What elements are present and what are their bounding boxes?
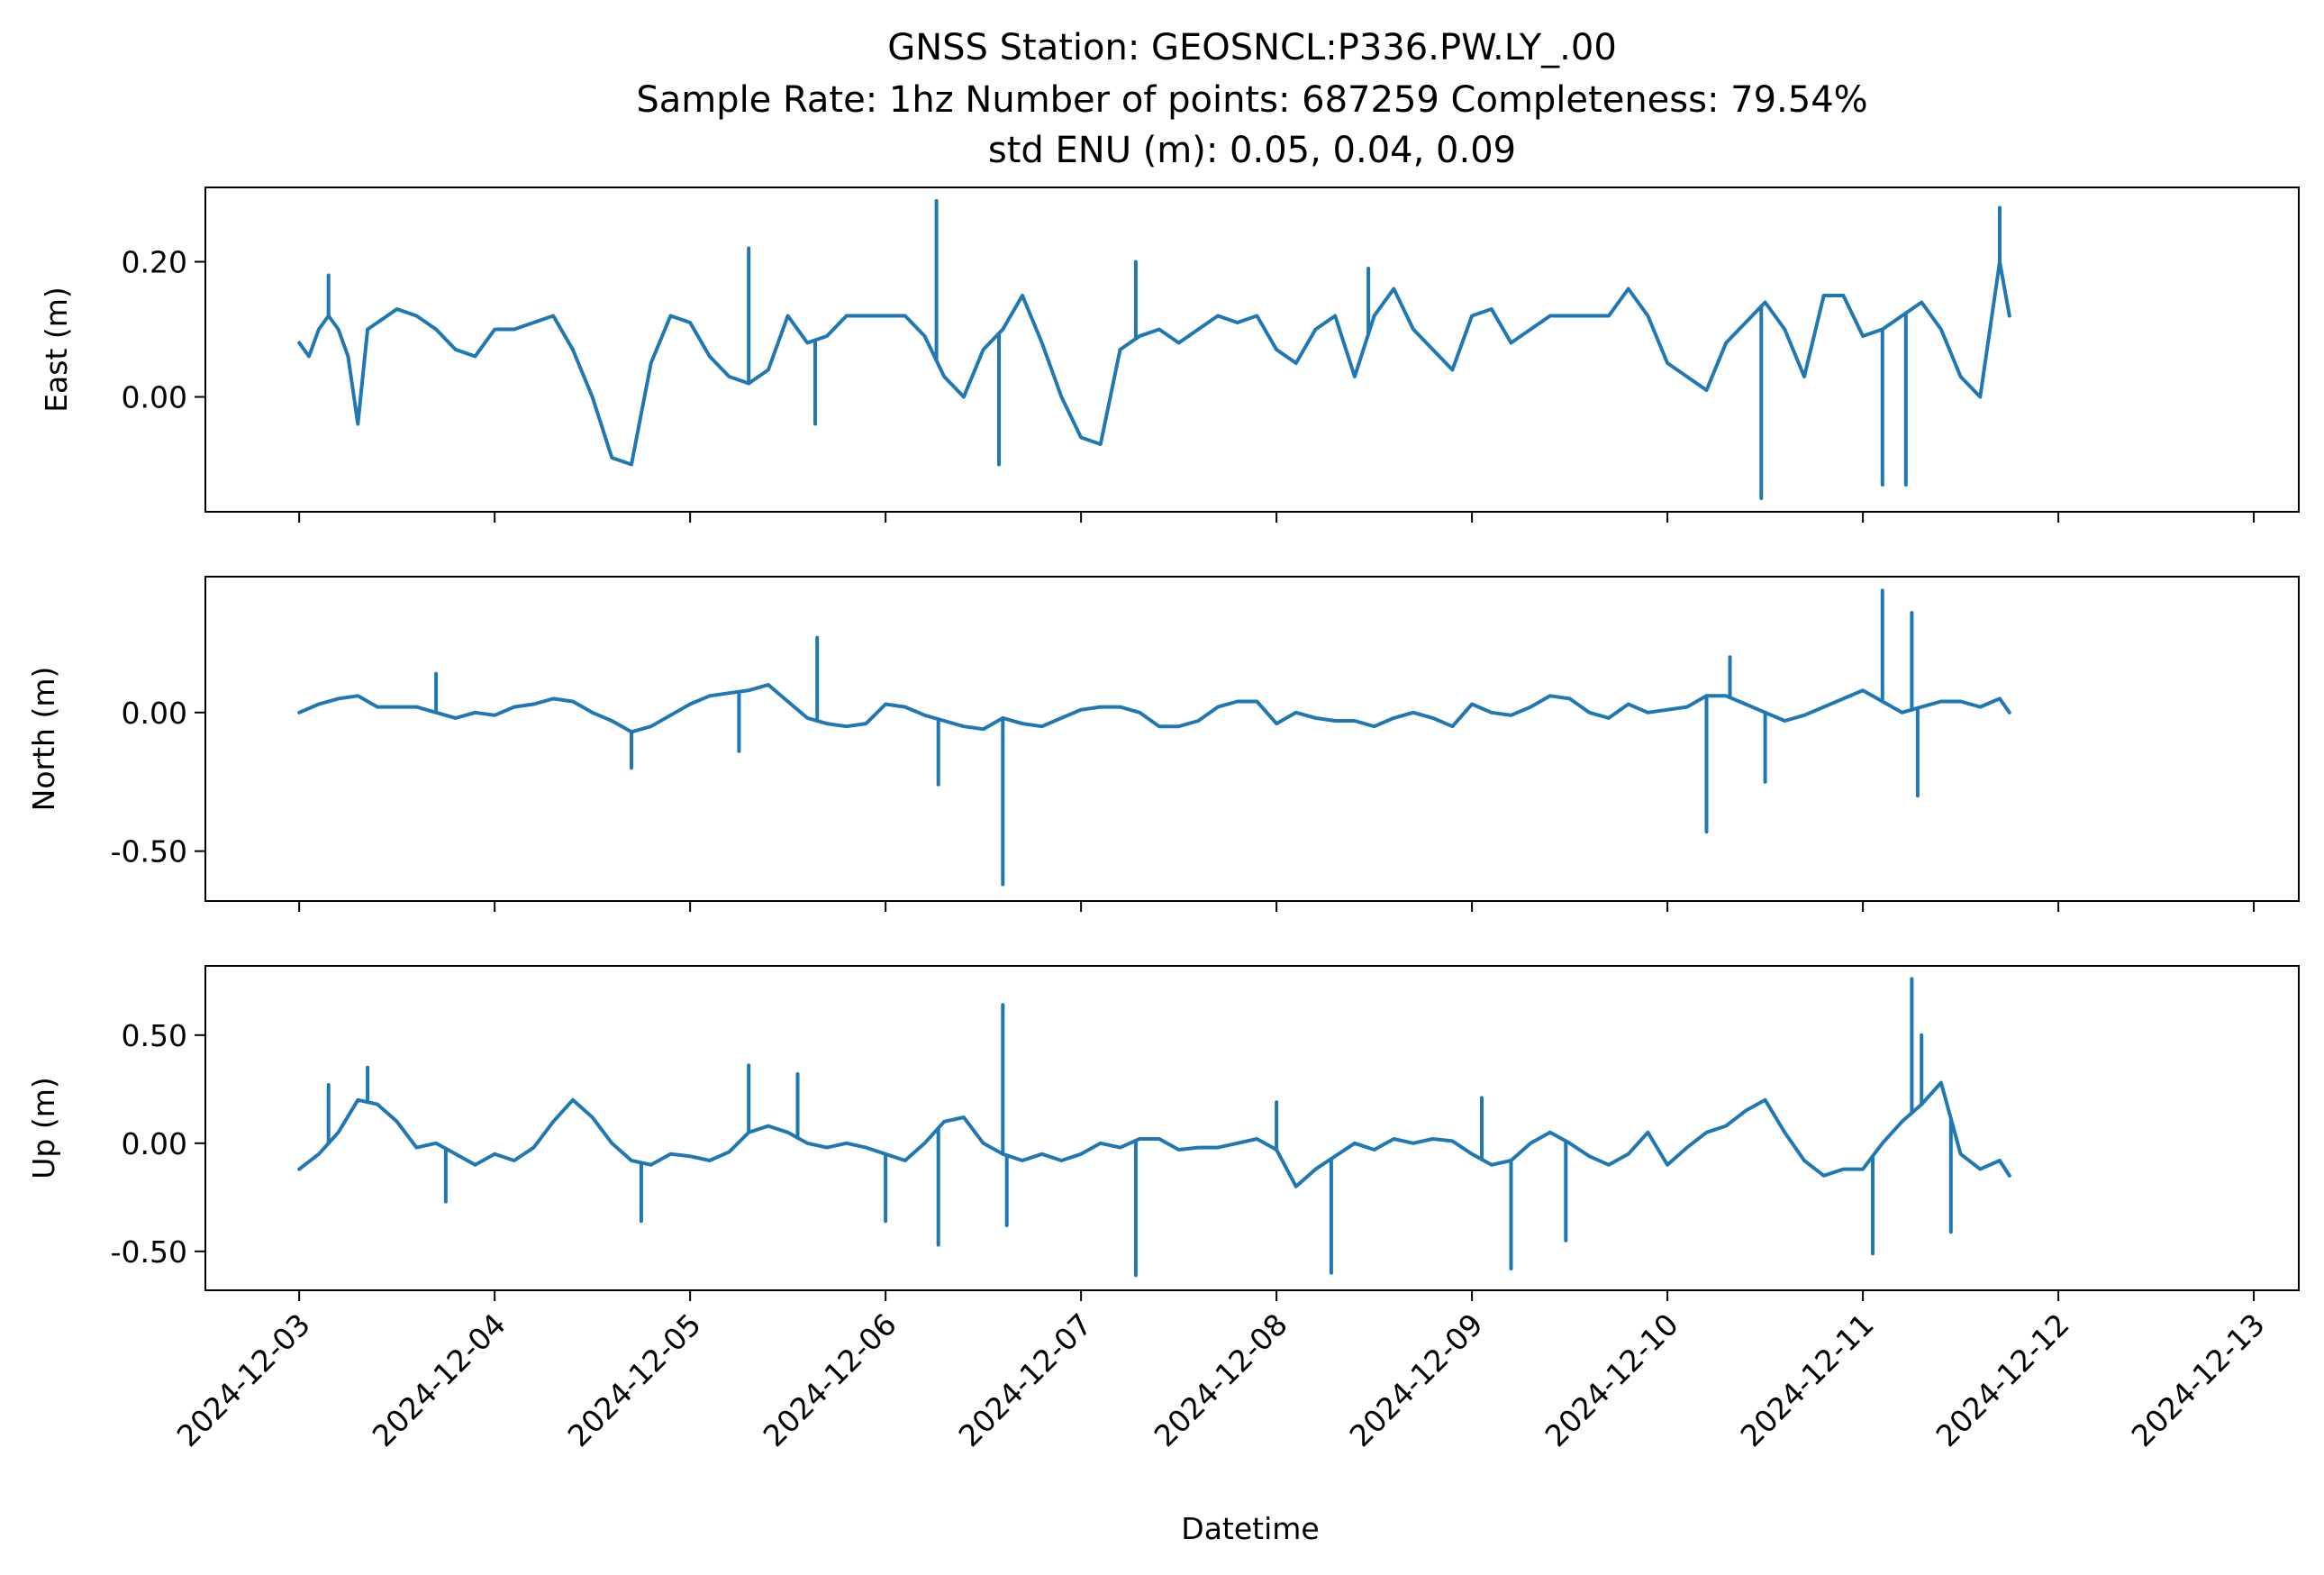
north-ytick-label-1: 0.00 [122,696,187,731]
north-series-line [297,683,2011,734]
up-plot-frame [204,965,2300,1291]
east-series-line [297,259,2011,467]
title-line-1: GNSS Station: GEOSNCL:P336.PW.LY_.00 [887,27,1617,68]
north-ylabel: North (m) [26,667,61,812]
up-ylabel: Up (m) [26,1077,61,1179]
chart-title: GNSS Station: GEOSNCL:P336.PW.LY_.00 Sam… [636,27,1867,171]
east-ytick-label-0: 0.00 [122,380,187,415]
north-panel: North (m) -0.50 0.00 [26,576,2300,902]
title-line-2: Sample Rate: 1hz Number of points: 68725… [636,79,1867,121]
north-ytick-label-0: -0.50 [111,834,187,869]
east-ylabel: East (m) [39,287,74,413]
up-panel: Up (m) -0.50 0.00 0.50 [26,965,2300,1291]
east-panel: East (m) 0.00 0.20 [39,187,2300,513]
east-ytick-label-1: 0.20 [122,245,187,280]
up-series-line [297,1080,2011,1188]
east-plot-frame [204,187,2300,513]
north-plot-frame [204,576,2300,902]
up-ytick-label-0: -0.50 [111,1234,187,1270]
x-axis-label: Datetime [1181,1511,1319,1546]
up-ytick-label-1: 0.00 [122,1126,187,1161]
up-ytick-label-2: 0.50 [122,1018,187,1053]
title-line-3: std ENU (m): 0.05, 0.04, 0.09 [988,130,1516,171]
